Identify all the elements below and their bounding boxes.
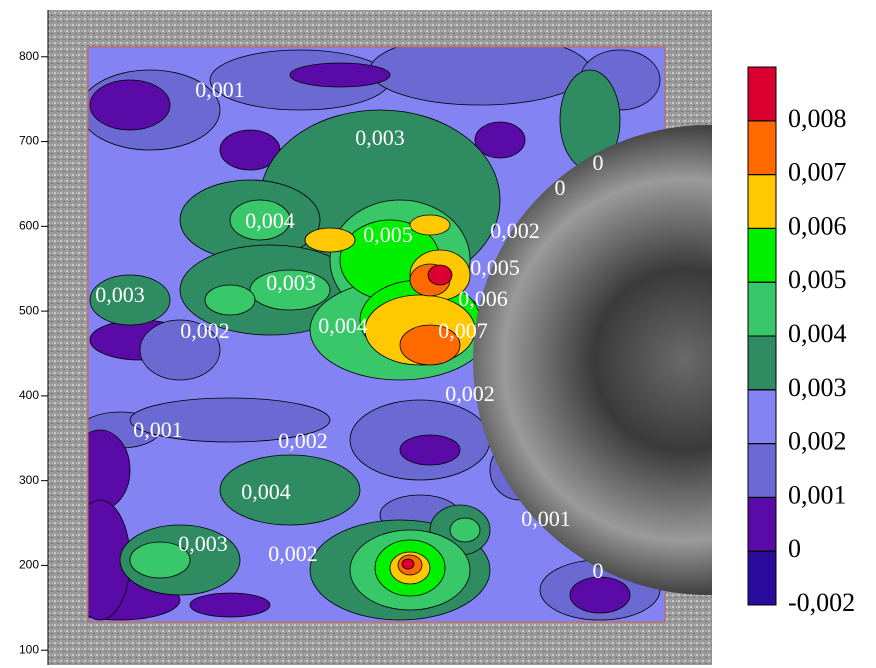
contour-band — [401, 558, 415, 570]
contour-band — [129, 397, 331, 443]
colorbar-label: 0,003 — [788, 373, 847, 402]
contour-band — [89, 274, 171, 326]
contour-label: 0,005 — [470, 255, 520, 280]
contour-band — [569, 576, 631, 614]
y-tick-label: 200 — [19, 558, 39, 572]
contour-band — [129, 541, 191, 579]
contour-band — [289, 62, 391, 88]
colorbar-label: 0,006 — [788, 211, 847, 240]
contour-band — [409, 214, 451, 236]
contour-label: 0,001 — [195, 77, 245, 102]
contour-label: 0,002 — [268, 541, 318, 566]
colorbar-band — [747, 389, 777, 445]
contour-band — [139, 319, 221, 381]
colorbar-label: 0,004 — [788, 319, 847, 348]
contour-label: 0,004 — [245, 208, 295, 233]
colorbar-label: 0,008 — [788, 104, 847, 133]
colorbar-band — [747, 443, 777, 498]
contour-label: 0 — [593, 150, 604, 175]
hole — [473, 125, 712, 595]
contour-label: 0,007 — [438, 318, 488, 343]
colorbar-label: -0,002 — [788, 588, 855, 617]
contour-label: 0,003 — [178, 531, 228, 556]
colorbar-band — [747, 66, 777, 122]
colorbar-band — [747, 496, 777, 552]
contour-label: 0,001 — [133, 417, 183, 442]
colorbar-label: 0,001 — [788, 480, 847, 509]
contour-band — [189, 592, 271, 618]
contour-label: 0,002 — [180, 318, 230, 343]
colorbar-label: 0,007 — [788, 158, 847, 187]
contour-label: 0 — [555, 175, 566, 200]
contour-band — [304, 227, 356, 253]
y-tick-label: 800 — [19, 49, 39, 63]
contour-band — [427, 264, 453, 286]
contour-band — [219, 454, 361, 526]
contour-label: 0,002 — [490, 218, 540, 243]
contour-band — [399, 324, 461, 366]
contour-band — [249, 269, 331, 311]
contour-label: 0,005 — [363, 222, 413, 247]
colorbar-band — [747, 335, 777, 391]
contour-label: 0,001 — [521, 506, 571, 531]
contour-label: 0,004 — [241, 479, 291, 504]
contour-band — [399, 434, 461, 466]
colorbar-band — [747, 281, 777, 337]
y-tick-label: 700 — [19, 134, 39, 148]
colorbar-band — [747, 120, 777, 176]
colorbar-band — [747, 550, 777, 606]
y-tick-label: 600 — [19, 219, 39, 233]
contour-label: 0,006 — [458, 286, 508, 311]
colorbar-band — [747, 227, 777, 283]
contour-label: 0,004 — [318, 313, 368, 338]
contour-band — [204, 284, 256, 316]
colorbar-label: 0,002 — [788, 427, 847, 456]
y-tick-label: 400 — [19, 388, 39, 402]
contour-band — [89, 79, 171, 131]
contour-label: 0,002 — [278, 428, 328, 453]
y-tick-label: 500 — [19, 303, 39, 317]
contour-label: 0,003 — [266, 270, 316, 295]
colorbar-band — [747, 174, 777, 229]
contour-band — [229, 199, 291, 241]
contour-label: 0 — [593, 558, 604, 583]
contour-label: 0,003 — [355, 125, 405, 150]
contour-label: 0,003 — [95, 282, 145, 307]
y-tick-label: 100 — [19, 642, 39, 656]
y-tick-label: 300 — [19, 473, 39, 487]
contour-band — [449, 517, 481, 543]
contour-band — [474, 121, 526, 159]
colorbar-label: 0,005 — [788, 265, 847, 294]
colorbar-label: 0 — [788, 534, 801, 563]
contour-label: 0,002 — [445, 381, 495, 406]
